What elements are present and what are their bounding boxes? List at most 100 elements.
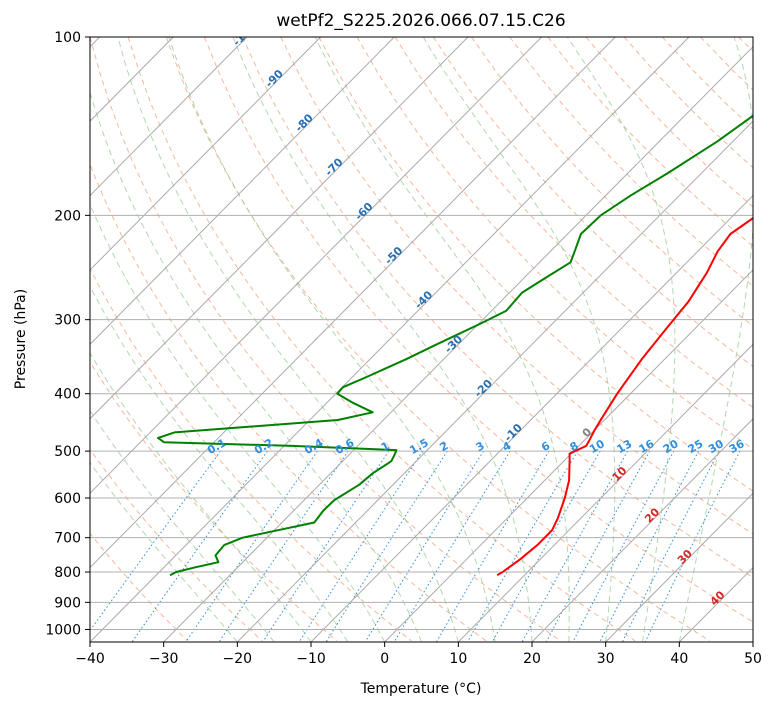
isotherm-line [90,37,616,569]
mixing-ratio-line [572,450,675,642]
isotherm-line [531,418,753,642]
dry-adiabat [242,37,753,579]
x-tick-label: −30 [149,651,179,667]
isotherm-label: -30 [442,332,465,355]
moist-adiabat [90,352,312,642]
isotherm-label: 10 [610,464,630,484]
moist-adiabat [168,37,496,642]
mixing-ratio-label: 1.5 [407,436,430,457]
temperature-line [496,216,753,577]
isotherm-label: 20 [642,505,662,525]
mixing-ratio-line [185,450,318,642]
mixing-ratio-label: 6 [539,439,552,454]
mixing-ratio-label: 25 [686,437,706,456]
x-tick-label: 40 [670,651,688,667]
isotherm-mixing-labels: -100-90-80-70-60-50-40-30-20-10 010203040… [205,20,747,608]
mixing-ratio-line [393,450,511,642]
mixing-ratio-label: 30 [706,437,726,456]
moist-adiabat [314,37,570,642]
x-axis: −40 −30 −20 −10 0 10 20 30 40 50 [75,642,762,667]
y-tick-label: 800 [54,565,81,581]
isotherm-line [90,37,469,420]
mixing-ratio-line [521,450,629,642]
isotherm-line [310,194,753,642]
mixing-ratio-line [644,450,741,642]
dry-adiabat [738,37,753,52]
mixing-ratio-line [262,450,390,642]
isotherm-label: 40 [708,588,728,608]
mixing-ratio-label: 2 [437,439,450,454]
mixing-ratio-line [364,450,484,642]
y-axis: 100 200 300 400 500 600 700 800 900 1000 [45,30,90,638]
x-tick-label: 0 [380,651,389,667]
isotherm-line [457,343,753,642]
isotherm-label: 30 [675,547,695,567]
x-tick-label: 20 [523,651,541,667]
isotherm-label: -50 [382,244,405,267]
moist-adiabat [678,37,753,642]
isotherm-label: -60 [352,200,375,223]
isotherm-line [90,37,395,346]
moist-adiabat [566,37,676,642]
mixing-ratio-label: 36 [727,437,747,456]
y-tick-label: 600 [54,491,81,507]
moist-adiabat [422,37,616,642]
dry-adiabat [661,37,753,130]
chart-title: wetPf2_S225.2026.066.07.15.C26 [276,11,565,31]
dry-adiabat [90,163,487,642]
moist-adiabat [90,461,238,642]
mixing-ratio-label: 0.2 [252,436,275,457]
mixing-ratio-label: 0.6 [333,436,357,457]
mixing-ratio-line [131,450,268,642]
dry-adiabat [127,37,636,642]
x-axis-label: Temperature (°C) [360,681,482,697]
y-tick-label: 100 [54,30,81,46]
isotherm-line [90,37,542,494]
isotherm-line [90,37,321,271]
mixing-ratio-line [545,450,651,642]
mixing-ratio-label: 0.1 [205,436,228,457]
dewpoint-line [157,114,753,577]
y-tick-label: 200 [54,208,81,224]
dry-adiabat [90,360,338,642]
x-tick-label: 30 [597,651,615,667]
x-tick-label: −10 [296,651,326,667]
mixing-ratio-label: 3 [474,439,487,454]
isotherm-label: -100 [230,20,259,49]
isotherm-line [384,269,753,642]
moist-adiabat [90,285,349,642]
y-tick-label: 900 [54,595,81,611]
isotherm-label: -40 [412,288,435,311]
mixing-ratio-label: 13 [614,437,634,456]
mixing-ratio-line [491,450,601,642]
mixing-ratio-label: 16 [637,437,657,456]
isotherm-label: -70 [322,155,345,178]
moist-adiabat [232,37,533,642]
moist-adiabat [90,409,275,642]
moist-adiabat [117,37,459,642]
mixing-ratio-line [218,450,349,642]
mixing-ratio-label: 0.4 [302,436,326,457]
dry-adiabat [165,37,710,642]
dry-adiabat [90,448,263,642]
dry-adiabat [547,37,753,247]
moist-adiabat [90,90,422,642]
isotherm-line [163,46,753,642]
isotherm-line [90,37,690,642]
mixing-ratio-label: 20 [661,437,681,456]
x-tick-label: −20 [223,651,253,667]
mixing-ratio-line [298,450,423,642]
x-tick-label: 10 [449,651,467,667]
mixing-ratio-label: 8 [568,439,581,454]
isotherm-line [90,37,248,197]
y-axis-label: Pressure (hPa) [13,289,29,389]
x-tick-label: −40 [75,651,105,667]
plot-frame [89,36,754,643]
isotherm-label: -80 [293,111,316,134]
reference-grid [90,37,753,642]
isotherm-line [752,641,753,642]
mixing-ratio-line [599,450,700,642]
mixing-ratio-line [467,450,578,642]
isotherm-line [236,120,753,642]
